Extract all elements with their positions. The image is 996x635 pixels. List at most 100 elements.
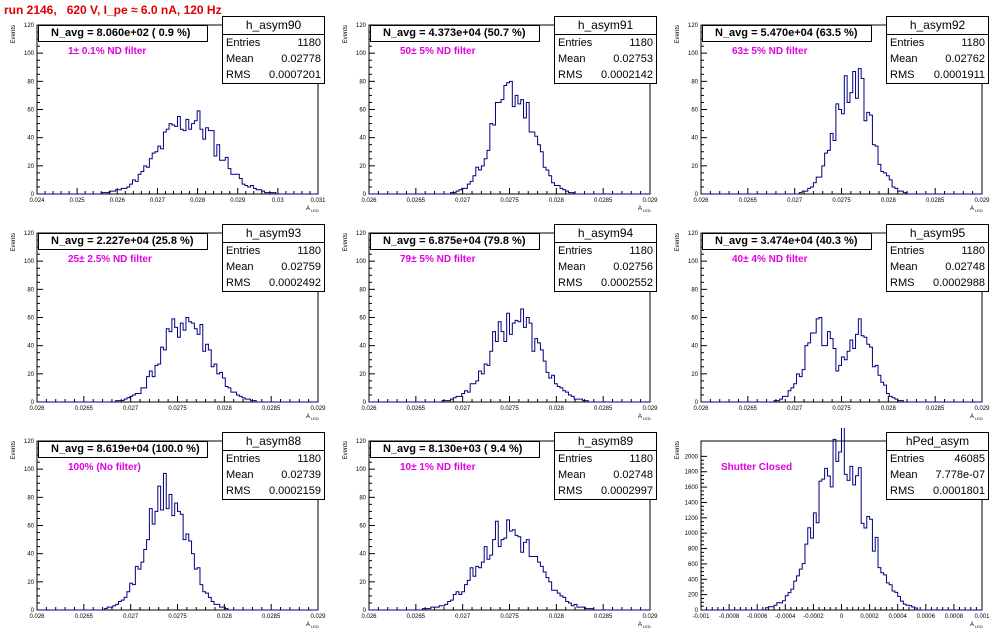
stats-row-rms: RMS 0.0001911	[887, 67, 988, 83]
x-tick-label: 0.028	[190, 198, 206, 204]
x-tick-label: 0.027	[787, 406, 803, 412]
stats-label: RMS	[226, 277, 251, 289]
y-tick-label: 20	[359, 372, 366, 378]
y-tick-label: 20	[359, 580, 366, 586]
x-tick-label: 0.0265	[739, 406, 758, 412]
x-tick-label: 0.026	[361, 614, 377, 620]
y-tick-label: 60	[27, 316, 34, 322]
stats-box: h_asym95 Entries 1180 Mean 0.02748 RMS 0.00029…	[886, 224, 989, 292]
y-tick-label: 80	[27, 79, 34, 85]
filter-label: 40± 4% ND filter	[732, 254, 808, 265]
stats-value: 0.0002997	[601, 485, 653, 497]
stats-row-mean: Mean 0.02753	[555, 51, 656, 67]
stats-value: 0.0002142	[601, 69, 653, 81]
stats-label: Entries	[558, 245, 593, 257]
x-axis-label: A	[638, 206, 642, 212]
x-tick-label: 0.0285	[262, 406, 281, 412]
x-axis-label-subscript: LED	[311, 624, 319, 629]
stats-label: Entries	[226, 245, 261, 257]
stats-label: RMS	[226, 69, 251, 81]
stats-label: RMS	[890, 277, 915, 289]
y-axis-label: Events	[343, 441, 349, 459]
n-avg-text: N_avg = 3.474e+04 (40.3 %)	[715, 235, 858, 247]
histogram-outline	[369, 80, 650, 195]
x-axis-label: A	[306, 414, 310, 420]
stats-row-rms: RMS 0.0002997	[555, 483, 656, 499]
x-axis-label-subscript: LED	[311, 208, 319, 213]
stats-value: 0.0007201	[269, 69, 321, 81]
y-tick-label: 1400	[685, 500, 699, 506]
x-tick-label: 0.0285	[262, 614, 281, 620]
stats-label: Mean	[558, 469, 586, 481]
stats-value: 0.02748	[945, 261, 985, 273]
y-tick-label: 60	[359, 108, 366, 114]
x-tick-label: 0.026	[361, 406, 377, 412]
y-tick-label: 20	[691, 372, 698, 378]
x-axis-label: A	[638, 414, 642, 420]
y-tick-label: 2000	[685, 454, 699, 460]
y-tick-label: 40	[359, 552, 366, 558]
y-tick-label: 20	[359, 164, 366, 170]
x-tick-label: 0.0275	[832, 198, 851, 204]
x-tick-label: -0.001	[692, 614, 710, 620]
y-tick-label: 0	[363, 608, 367, 614]
y-tick-label: 40	[27, 552, 34, 558]
x-tick-label: -0.0008	[719, 614, 740, 620]
stats-row-mean: Mean 0.02762	[887, 51, 988, 67]
x-tick-label: 0.028	[881, 198, 897, 204]
stats-title: h_asym88	[223, 433, 324, 451]
y-tick-label: 0	[363, 192, 367, 198]
y-tick-label: 100	[356, 467, 367, 473]
x-tick-label: 0.028	[549, 198, 565, 204]
stats-row-entries: Entries 1180	[223, 243, 324, 259]
stats-title: hPed_asym	[887, 433, 988, 451]
stats-row-entries: Entries 1180	[887, 35, 988, 51]
stats-row-mean: Mean 0.02759	[223, 259, 324, 275]
x-tick-label: 0.029	[310, 406, 326, 412]
stats-title: h_asym95	[887, 225, 988, 243]
n-avg-text: N_avg = 4.373e+04 (50.7 %)	[383, 27, 526, 39]
y-tick-label: 100	[24, 51, 35, 57]
y-tick-label: 1600	[685, 485, 699, 491]
stats-value: 1180	[629, 453, 653, 465]
y-tick-label: 120	[24, 23, 35, 29]
x-tick-label: -0.0004	[775, 614, 796, 620]
stats-title: h_asym91	[555, 17, 656, 35]
x-tick-label: 0.0265	[407, 614, 426, 620]
histogram-grid: 0 20 40 60 80 100 120 0.024 0.025 0.026 0.027 0.028…	[11, 16, 990, 629]
y-axis-label: Events	[11, 25, 17, 43]
histogram-panel-hPed_asym: 0 200 400 600 800 1000 1200 1400 1600 1800 2000 -0.…	[664, 428, 996, 635]
y-tick-label: 60	[359, 316, 366, 322]
x-tick-label: 0.0285	[594, 198, 613, 204]
y-tick-label: 200	[688, 593, 699, 599]
stats-value: 0.02762	[945, 53, 985, 65]
x-tick-label: 0.001	[974, 614, 990, 620]
y-tick-label: 80	[27, 287, 34, 293]
stats-label: Entries	[558, 37, 593, 49]
y-axis-label: Events	[343, 233, 349, 251]
n-avg-box	[702, 233, 872, 250]
stats-value: 0.02759	[281, 261, 321, 273]
x-axis-label: A	[306, 622, 310, 628]
stats-value: 1180	[961, 37, 985, 49]
y-tick-label: 0	[363, 400, 367, 406]
n-avg-text: N_avg = 6.875e+04 (79.8 %)	[383, 235, 526, 247]
stats-label: Mean	[558, 53, 586, 65]
run-title: run 2146, 620 V, I_pe ≈ 6.0 nA, 120 Hz	[4, 3, 222, 17]
stats-box: h_asym90 Entries 1180 Mean 0.02778 RMS 0.00072…	[222, 16, 325, 84]
stats-row-entries: Entries 1180	[555, 451, 656, 467]
x-tick-label: 0.027	[787, 198, 803, 204]
x-tick-label: 0.026	[361, 198, 377, 204]
n-avg-text: N_avg = 8.130e+03 ( 9.4 %)	[383, 443, 523, 455]
stats-value: 0.0002552	[601, 277, 653, 289]
n-avg-box	[370, 25, 540, 42]
x-tick-label: 0.0285	[926, 406, 945, 412]
histogram-outline	[701, 428, 982, 611]
stats-label: RMS	[558, 69, 583, 81]
y-tick-label: 1200	[685, 516, 699, 522]
stats-row-rms: RMS 0.0002142	[555, 67, 656, 83]
x-axis-label-subscript: LED	[643, 208, 651, 213]
x-axis-label-subscript: LED	[975, 624, 983, 629]
y-tick-label: 80	[359, 79, 366, 85]
stats-value: 0.02739	[281, 469, 321, 481]
